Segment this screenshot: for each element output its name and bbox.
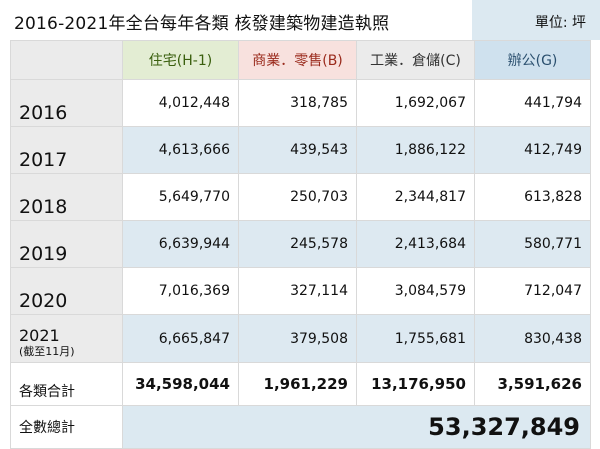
value-cell: 441,794: [474, 79, 591, 127]
year-cell: 2019: [10, 220, 123, 268]
unit-label: 單位: 坪: [534, 15, 586, 31]
value-cell: 6,639,944: [122, 220, 239, 268]
table-row: 2019 6,639,944 245,578 2,413,684 580,771: [10, 220, 591, 268]
value-cell: 4,012,448: [122, 79, 239, 127]
value-cell: 3,084,579: [356, 267, 475, 315]
table-row: 2017 4,613,666 439,543 1,886,122 412,749: [10, 126, 591, 174]
value-cell: 318,785: [238, 79, 357, 127]
header-row: 住宅(H-1) 商業．零售(B) 工業．倉儲(C) 辦公(G): [10, 40, 591, 80]
value-cell: 5,649,770: [122, 173, 239, 221]
value-cell: 613,828: [474, 173, 591, 221]
subtotal-value: 34,598,044: [122, 362, 239, 406]
header-corner: [10, 40, 123, 80]
subtotal-row: 各類合計 34,598,044 1,961,229 13,176,950 3,5…: [10, 362, 591, 406]
unit-box: 單位: 坪: [472, 0, 600, 40]
year-cell: 2017: [10, 126, 123, 174]
header-residential: 住宅(H-1): [122, 40, 239, 80]
header-commercial: 商業．零售(B): [238, 40, 357, 80]
header-office: 辦公(G): [474, 40, 591, 80]
year-cell: 2016: [10, 79, 123, 127]
value-cell: 6,665,847: [122, 314, 239, 363]
value-cell: 712,047: [474, 267, 591, 315]
value-cell: 2,344,817: [356, 173, 475, 221]
subtotal-value: 13,176,950: [356, 362, 475, 406]
value-cell: 4,613,666: [122, 126, 239, 174]
table-row: 2018 5,649,770 250,703 2,344,817 613,828: [10, 173, 591, 221]
value-cell: 245,578: [238, 220, 357, 268]
value-cell: 327,114: [238, 267, 357, 315]
year-note: (截至11月): [19, 345, 75, 358]
value-cell: 1,755,681: [356, 314, 475, 363]
year-label: 2021: [19, 326, 60, 345]
value-cell: 7,016,369: [122, 267, 239, 315]
subtotal-label: 各類合計: [10, 362, 123, 406]
value-cell: 412,749: [474, 126, 591, 174]
subtotal-value: 3,591,626: [474, 362, 591, 406]
subtotal-value: 1,961,229: [238, 362, 357, 406]
value-cell: 1,886,122: [356, 126, 475, 174]
value-cell: 379,508: [238, 314, 357, 363]
value-cell: 580,771: [474, 220, 591, 268]
value-cell: 1,692,067: [356, 79, 475, 127]
value-cell: 250,703: [238, 173, 357, 221]
year-cell: 2018: [10, 173, 123, 221]
table-row: 2020 7,016,369 327,114 3,084,579 712,047: [10, 267, 591, 315]
year-cell: 2021 (截至11月): [10, 314, 123, 363]
total-label: 全數總計: [10, 405, 123, 449]
value-cell: 830,438: [474, 314, 591, 363]
value-cell: 2,413,684: [356, 220, 475, 268]
permit-table: 住宅(H-1) 商業．零售(B) 工業．倉儲(C) 辦公(G) 2016 4,0…: [10, 40, 591, 449]
table-row: 2021 (截至11月) 6,665,847 379,508 1,755,681…: [10, 314, 591, 363]
page-title: 2016-2021年全台每年各類 核發建築物建造執照: [14, 14, 390, 34]
year-cell: 2020: [10, 267, 123, 315]
total-row: 全數總計 53,327,849: [10, 405, 591, 449]
total-value: 53,327,849: [122, 405, 591, 449]
table-row: 2016 4,012,448 318,785 1,692,067 441,794: [10, 79, 591, 127]
value-cell: 439,543: [238, 126, 357, 174]
header-industrial: 工業．倉儲(C): [356, 40, 475, 80]
